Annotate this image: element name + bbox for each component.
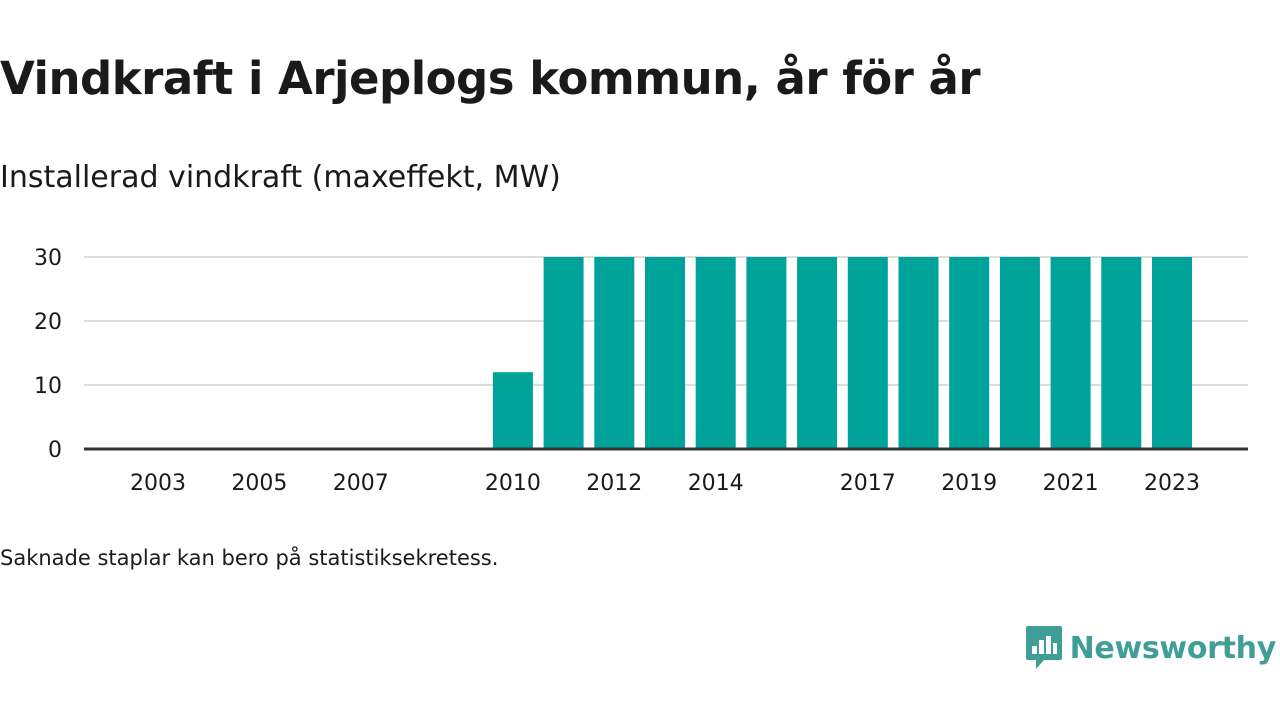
- bar-2011: [543, 257, 584, 449]
- x-tick-label: 2017: [840, 471, 896, 496]
- bar-2010: [492, 372, 533, 449]
- y-tick-label: 30: [34, 246, 62, 271]
- y-tick-label: 0: [48, 438, 62, 463]
- x-tick-label: 2003: [130, 471, 186, 496]
- bar-2023: [1152, 257, 1192, 449]
- x-tick-label: 2014: [688, 471, 744, 496]
- footnote: Saknade staplar kan bero på statistiksek…: [0, 546, 499, 570]
- bar-2020: [999, 257, 1040, 449]
- bar-2017: [847, 257, 888, 449]
- x-tick-label: 2005: [231, 471, 287, 496]
- y-axis-ticks: 0 10 20 30: [34, 246, 62, 463]
- bar-2014: [695, 257, 736, 449]
- bar-2013: [645, 257, 685, 449]
- bar-2019: [949, 257, 990, 449]
- bar-2018: [898, 257, 939, 449]
- x-tick-label: 2021: [1043, 471, 1099, 496]
- x-tick-label: 2023: [1144, 471, 1200, 496]
- x-tick-label: 2012: [586, 471, 642, 496]
- bar-2016: [797, 257, 838, 449]
- chart-title: Vindkraft i Arjeplogs kommun, år för år: [0, 52, 981, 105]
- bar-2012: [594, 257, 635, 449]
- bar-chart-speech-bubble-icon: [1025, 626, 1062, 669]
- bar-2021: [1050, 257, 1091, 449]
- bar-chart: 0 10 20 30 2003 2005 2007 2010 2012 2014 2017 2019…: [34, 246, 1248, 496]
- x-tick-label: 2007: [333, 471, 389, 496]
- x-axis-ticks: 2003 2005 2007 2010 2012 2014 2017 2019 2021 2023: [130, 471, 1200, 496]
- newsworthy-logo[interactable]: Newsworthy: [1025, 626, 1277, 670]
- y-tick-label: 20: [34, 310, 62, 335]
- bar-2022: [1101, 257, 1142, 449]
- brand-name: Newsworthy: [1069, 630, 1277, 666]
- y-tick-label: 10: [34, 374, 62, 399]
- x-tick-label: 2019: [941, 471, 997, 496]
- bars: [492, 257, 1192, 449]
- x-tick-label: 2010: [485, 471, 541, 496]
- chart-subtitle: Installerad vindkraft (maxeffekt, MW): [0, 160, 561, 195]
- bar-2015: [746, 257, 787, 449]
